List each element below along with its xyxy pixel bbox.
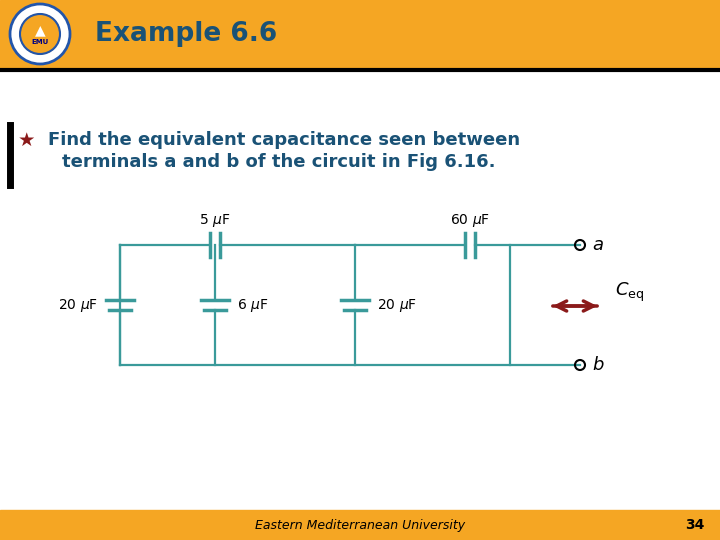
Text: $a$: $a$ <box>592 236 604 254</box>
Text: ★: ★ <box>18 131 35 150</box>
Text: Find the equivalent capacitance seen between: Find the equivalent capacitance seen bet… <box>48 131 520 149</box>
Text: Eastern Mediterranean University: Eastern Mediterranean University <box>255 518 465 531</box>
Circle shape <box>10 4 70 64</box>
Text: 34: 34 <box>685 518 705 532</box>
Text: terminals a and b of the circuit in Fig 6.16.: terminals a and b of the circuit in Fig … <box>62 153 495 171</box>
Text: Example 6.6: Example 6.6 <box>95 21 277 47</box>
Text: $b$: $b$ <box>592 356 605 374</box>
Text: $6\ \mu\mathrm{F}$: $6\ \mu\mathrm{F}$ <box>237 296 269 314</box>
Text: $20\ \mu\mathrm{F}$: $20\ \mu\mathrm{F}$ <box>377 296 417 314</box>
Text: $60\ \mu\mathrm{F}$: $60\ \mu\mathrm{F}$ <box>450 212 490 229</box>
Bar <box>0 0 720 68</box>
Text: ▲: ▲ <box>35 23 45 37</box>
Text: $5\ \mu\mathrm{F}$: $5\ \mu\mathrm{F}$ <box>199 212 230 229</box>
Text: $20\ \mu\mathrm{F}$: $20\ \mu\mathrm{F}$ <box>58 296 98 314</box>
Bar <box>0 510 720 540</box>
Circle shape <box>20 14 60 54</box>
Text: $C_\mathrm{eq}$: $C_\mathrm{eq}$ <box>615 280 644 303</box>
Text: EMU: EMU <box>32 39 49 45</box>
